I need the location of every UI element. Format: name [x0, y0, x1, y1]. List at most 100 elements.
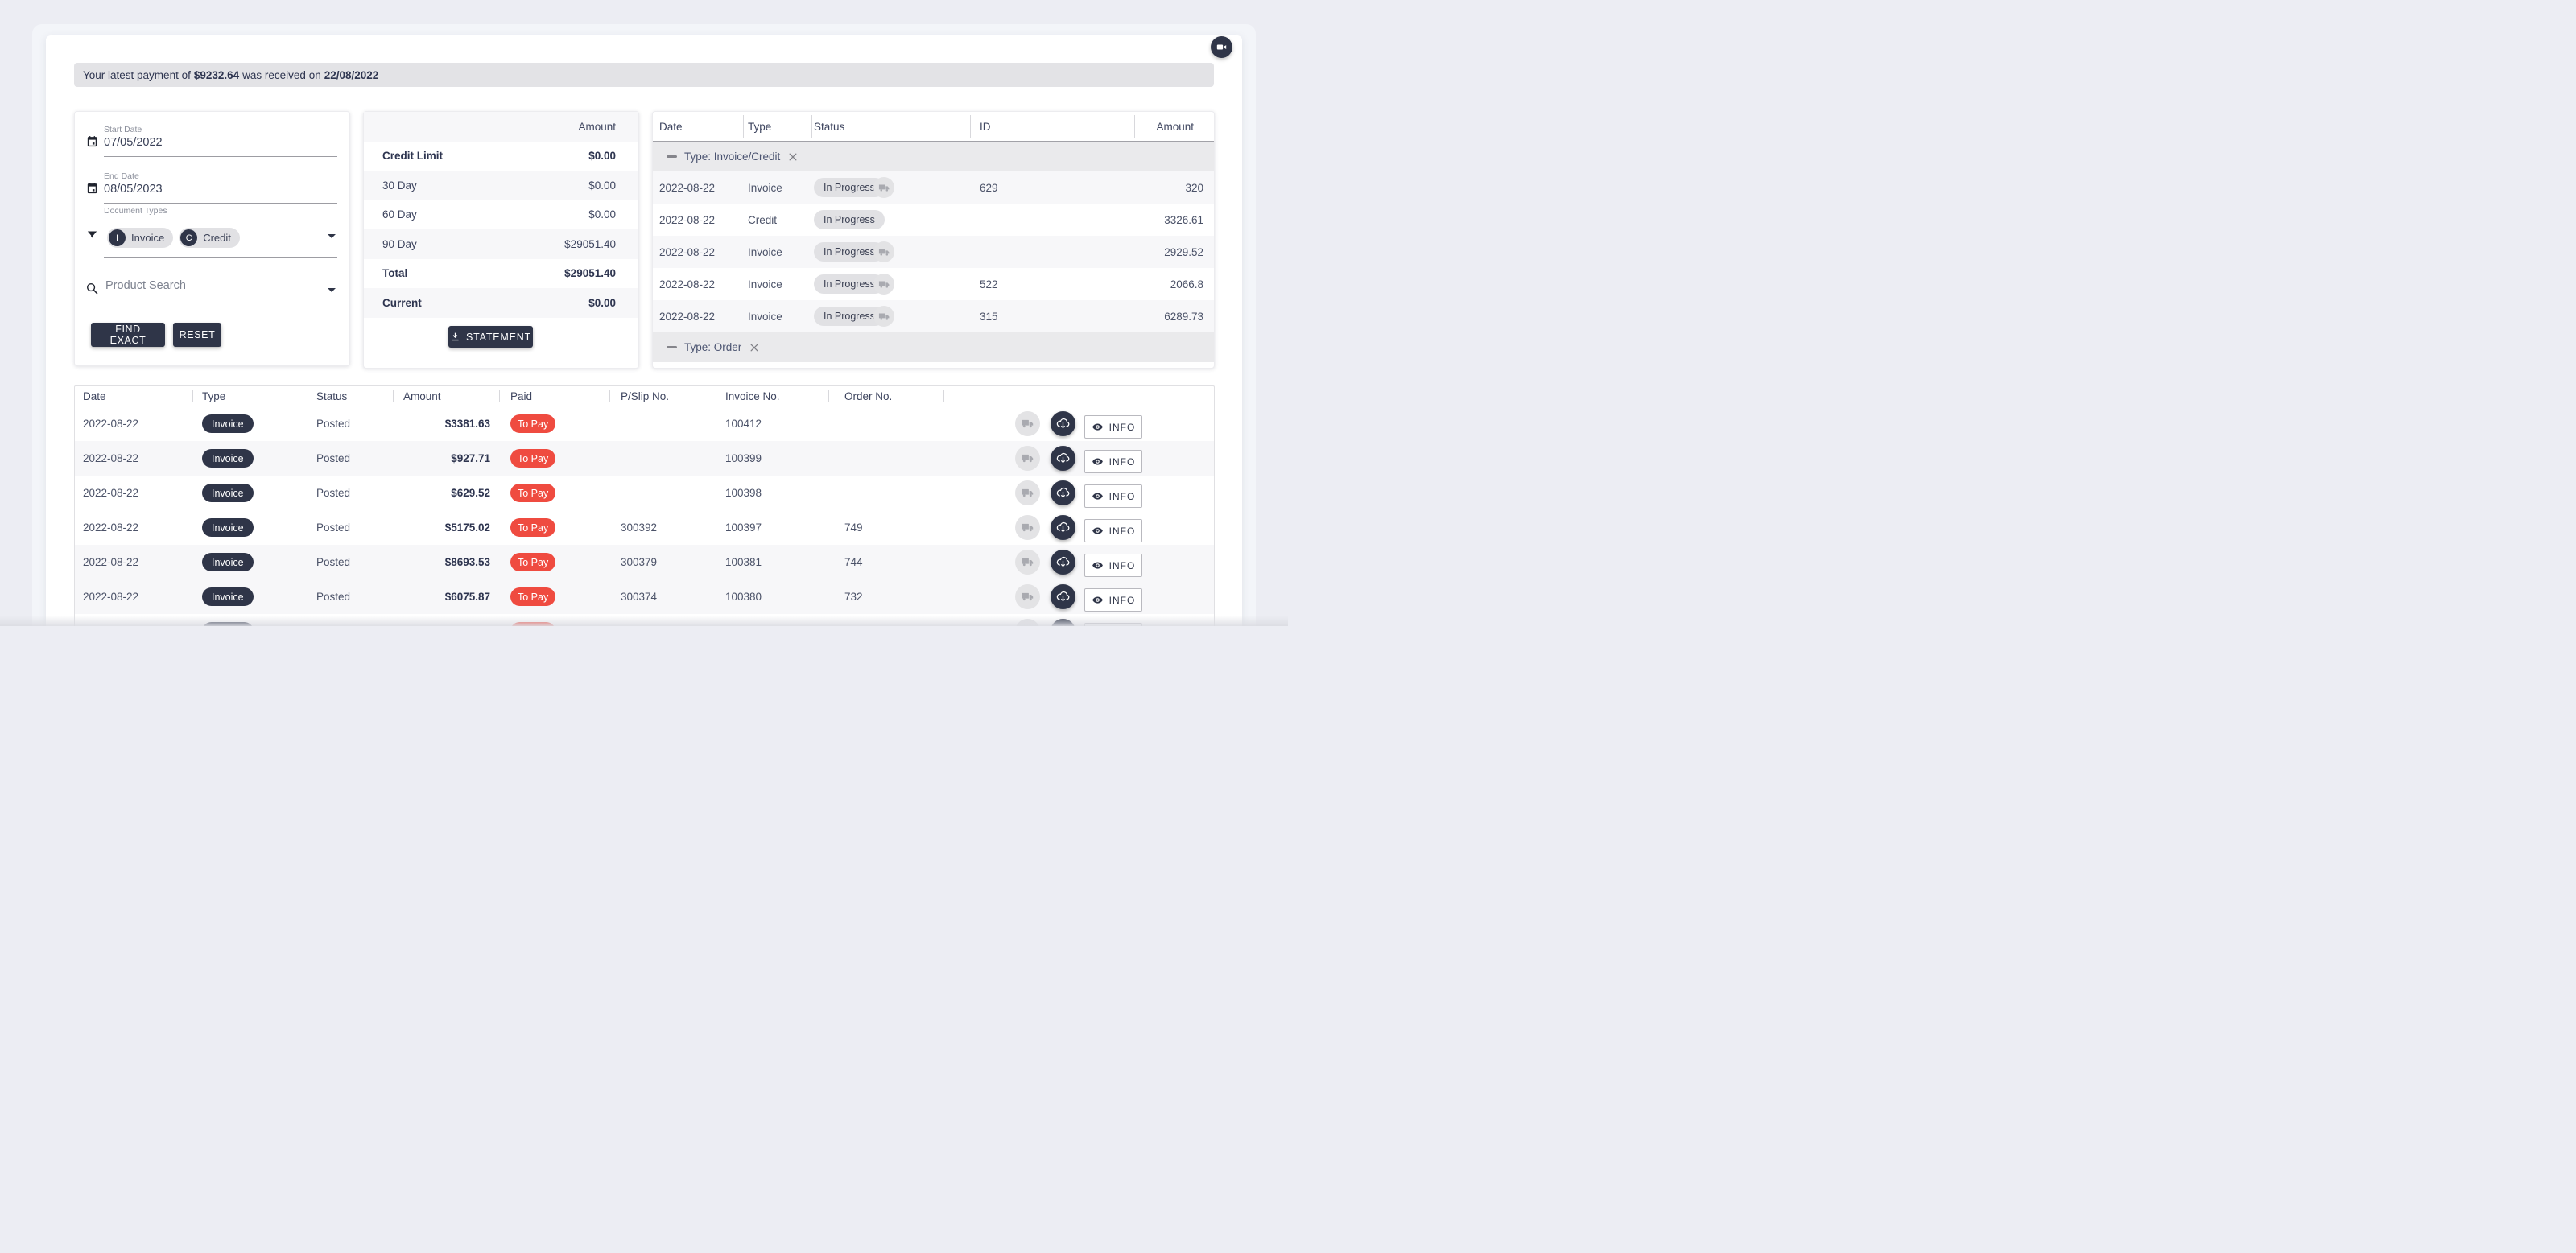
invoice-order-no: 749: [844, 521, 863, 534]
row-label: Current: [382, 296, 422, 309]
chip-invoice[interactable]: I Invoice: [107, 228, 174, 248]
info-button[interactable]: INFO: [1084, 510, 1142, 545]
info-button[interactable]: INFO: [1084, 579, 1142, 614]
col-date: Date: [83, 390, 106, 402]
find-exact-button[interactable]: FIND EXACT: [91, 323, 165, 347]
status-chip: In Progress: [814, 204, 885, 236]
row-value: $29051.40: [564, 237, 616, 250]
summary-row-60day: 60 Day $0.00: [364, 200, 638, 230]
invoice-row[interactable]: 2022-08-22 Invoice Posted $629.52 To Pay…: [75, 476, 1214, 510]
invoices-table: Date Type Status Amount Paid P/Slip No. …: [74, 385, 1215, 626]
statement-button[interactable]: STATEMENT: [448, 326, 533, 348]
invoice-row[interactable]: 2022-08-22 Invoice Posted $6075.87 To Pa…: [75, 579, 1214, 614]
invoice-amount: $8693.53: [444, 556, 490, 568]
delivery-truck-icon[interactable]: [1015, 545, 1040, 579]
delivery-truck-icon[interactable]: [1015, 579, 1040, 614]
col-amount: Amount: [1156, 120, 1194, 133]
download-cloud-button[interactable]: [1051, 476, 1075, 510]
order-id: 629: [980, 181, 998, 194]
invoice-number: 100397: [725, 521, 762, 534]
delivery-truck-icon[interactable]: [1015, 406, 1040, 441]
end-date-field[interactable]: 08/05/2023: [104, 183, 163, 196]
invoice-row[interactable]: 2022-08-22 Invoice Posted $927.71 To Pay…: [75, 441, 1214, 476]
download-cloud-button[interactable]: [1051, 441, 1075, 476]
invoice-type-chip: Invoice: [202, 579, 254, 614]
collapse-dash-icon[interactable]: [667, 155, 677, 158]
calendar-icon: [85, 182, 99, 196]
invoice-number: 100412: [725, 418, 762, 430]
order-row[interactable]: 2022-08-22 Credit In Progress 3326.61: [653, 204, 1214, 236]
info-button[interactable]: INFO: [1084, 441, 1142, 476]
info-button[interactable]: INFO: [1084, 476, 1142, 510]
orders-header-row: Date Type Status ID Amount: [653, 112, 1214, 142]
invoice-order-no: 744: [844, 556, 863, 568]
order-type: Invoice: [748, 310, 782, 323]
info-button[interactable]: INFO: [1084, 545, 1142, 579]
invoice-date: 2022-08-22: [83, 487, 139, 499]
close-icon[interactable]: [749, 342, 760, 353]
orders-panel: Date Type Status ID Amount Type: Invoice…: [652, 111, 1215, 369]
paid-chip[interactable]: To Pay: [510, 510, 556, 545]
video-help-button[interactable]: [1211, 36, 1232, 58]
order-date: 2022-08-22: [659, 213, 716, 226]
download-cloud-button[interactable]: [1051, 406, 1075, 441]
col-status: Status: [316, 390, 348, 402]
product-search-input[interactable]: [104, 278, 316, 293]
info-button[interactable]: INFO: [1084, 406, 1142, 441]
delivery-truck-icon[interactable]: [873, 171, 894, 204]
order-amount: 6289.73: [1164, 310, 1203, 323]
start-date-field[interactable]: 07/05/2022: [104, 136, 163, 149]
delivery-truck-icon[interactable]: [873, 300, 894, 332]
delivery-truck-icon[interactable]: [1015, 441, 1040, 476]
delivery-truck-icon[interactable]: [1015, 614, 1040, 626]
invoice-row[interactable]: 2022-08-22 Invoice Posted $3381.63 To Pa…: [75, 406, 1214, 441]
reset-button[interactable]: RESET: [173, 323, 221, 347]
header-divider: [811, 115, 812, 138]
invoice-type-chip: Invoice: [202, 510, 254, 545]
order-row[interactable]: 2022-08-22 Invoice In Progress 629 320: [653, 171, 1214, 204]
account-summary-panel: Amount Credit Limit $0.00 30 Day $0.00 6…: [363, 111, 639, 369]
order-row[interactable]: 2022-08-22 Invoice In Progress 522 2066.…: [653, 268, 1214, 300]
download-cloud-button[interactable]: [1051, 579, 1075, 614]
info-button[interactable]: INFO: [1084, 614, 1142, 626]
paid-chip[interactable]: To Pay: [510, 476, 556, 510]
delivery-truck-icon[interactable]: [1015, 510, 1040, 545]
invoice-row[interactable]: 2022-08-22 Invoice Posted $8693.53 To Pa…: [75, 545, 1214, 579]
product-search-dropdown-caret[interactable]: [328, 288, 336, 292]
collapse-dash-icon[interactable]: [667, 346, 677, 348]
invoice-number: 100399: [725, 452, 762, 464]
invoice-date: 2022-08-22: [83, 556, 139, 568]
paid-chip[interactable]: To Pay: [510, 579, 556, 614]
invoice-type-chip: Invoice: [202, 476, 254, 510]
invoice-amount: $378.81: [395, 614, 490, 626]
paid-chip[interactable]: To Pay: [510, 545, 556, 579]
invoice-row[interactable]: 2022-08-22 Invoice Posted $5175.02 To Pa…: [75, 510, 1214, 545]
order-row[interactable]: 2022-08-22 Invoice In Progress 2929.52: [653, 236, 1214, 268]
document-types-dropdown-caret[interactable]: [328, 234, 336, 238]
invoice-amount: $6075.87: [444, 591, 490, 603]
paid-chip[interactable]: To Pay: [510, 406, 556, 441]
delivery-truck-icon[interactable]: [1015, 476, 1040, 510]
row-label: 60 Day: [382, 208, 417, 221]
download-cloud-button[interactable]: [1051, 545, 1075, 579]
col-type: Type: [748, 120, 772, 133]
start-date-label: Start Date: [104, 125, 142, 134]
delivery-truck-icon[interactable]: [873, 268, 894, 300]
invoice-status: Posted: [316, 452, 351, 464]
row-value: $29051.40: [564, 267, 616, 280]
invoice-type-chip: Invoice: [202, 441, 254, 476]
amount-column-header: Amount: [578, 120, 616, 133]
download-cloud-button[interactable]: [1051, 510, 1075, 545]
row-label: Credit Limit: [382, 150, 444, 163]
summary-row-total: Total $29051.40: [364, 259, 638, 289]
order-row[interactable]: 2022-08-22 Invoice In Progress 315 6289.…: [653, 300, 1214, 332]
chip-credit[interactable]: C Credit: [179, 228, 240, 248]
row-value: $0.00: [588, 208, 616, 221]
summary-header-row: Amount: [364, 112, 638, 142]
invoice-row[interactable]: 2022-08-22 Invoice Posted $378.81 To Pay…: [75, 614, 1214, 626]
download-cloud-button[interactable]: [1051, 614, 1075, 626]
paid-chip[interactable]: To Pay: [510, 441, 556, 476]
paid-chip[interactable]: To Pay: [510, 614, 556, 626]
delivery-truck-icon[interactable]: [873, 236, 894, 268]
close-icon[interactable]: [787, 151, 799, 163]
